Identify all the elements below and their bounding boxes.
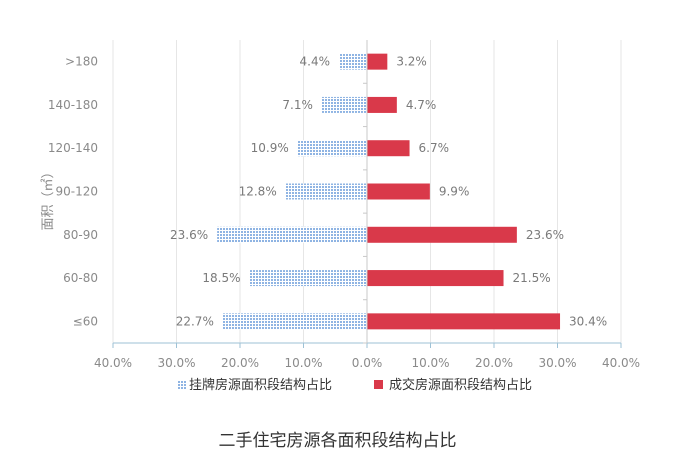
listing-bar — [217, 226, 367, 243]
axis-layer: 40.0% 30.0% 20.0% 10.0% 0.0% 10.0% 20.0% 30.0% 4… — [48, 40, 640, 370]
listing-bar — [222, 313, 367, 330]
chart-caption: 二手住宅房源各面积段结构占比 — [218, 431, 457, 451]
sold-bar — [367, 96, 397, 113]
sold-data-label: 23.6% — [526, 228, 564, 242]
sold-data-label: 6.7% — [419, 141, 450, 155]
listing-data-label: 22.7% — [176, 314, 214, 328]
bar-layer — [217, 53, 561, 330]
x-tick-label: 30.0% — [538, 356, 576, 370]
y-tick-label: 60-80 — [63, 271, 98, 285]
sold-bar — [367, 226, 517, 243]
listing-data-label: 10.9% — [251, 141, 289, 155]
listing-data-label: 7.1% — [282, 98, 313, 112]
x-tick-label: 0.0% — [352, 356, 383, 370]
listing-bar — [321, 96, 367, 113]
x-tick-label: 10.0% — [284, 356, 322, 370]
sold-bar — [367, 313, 561, 330]
y-tick-label: ≤60 — [73, 314, 98, 328]
x-tick-label: 10.0% — [411, 356, 449, 370]
sold-bar — [367, 183, 430, 200]
x-tick-label: 20.0% — [475, 356, 513, 370]
legend-label-sold: 成交房源面积段结构占比 — [389, 377, 532, 393]
x-tick-label: 20.0% — [221, 356, 259, 370]
sold-data-label: 21.5% — [513, 271, 551, 285]
listing-bar — [285, 183, 367, 200]
legend-layer: 挂牌房源面积段结构占比 成交房源面积段结构占比 — [178, 377, 532, 393]
sold-data-label: 4.7% — [406, 98, 437, 112]
sold-data-label: 30.4% — [569, 314, 607, 328]
listing-data-label: 18.5% — [202, 271, 240, 285]
sold-bar — [367, 270, 504, 287]
listing-data-label: 12.8% — [239, 185, 277, 199]
listing-data-label: 23.6% — [170, 228, 208, 242]
legend-swatch-listing — [178, 380, 187, 389]
sold-bar — [367, 53, 388, 70]
x-tick-label: 40.0% — [602, 356, 640, 370]
y-tick-label: 80-90 — [63, 228, 98, 242]
x-tick-label: 40.0% — [94, 356, 132, 370]
legend-swatch-sold — [374, 380, 383, 389]
sold-data-label: 3.2% — [396, 55, 427, 69]
y-tick-label: >180 — [65, 55, 98, 69]
listing-bar — [339, 53, 367, 70]
sold-bar — [367, 140, 410, 157]
y-tick-label: 140-180 — [48, 98, 98, 112]
chart-svg: 22.7% 30.4% 18.5% 21.5% 23.6% 23.6% 12.8% 9.9% 1… — [41, 40, 640, 393]
x-tick-label: 30.0% — [157, 356, 195, 370]
y-axis-title: 面积（㎡） — [41, 165, 56, 230]
listing-bar — [249, 270, 367, 287]
sold-data-label: 9.9% — [439, 185, 470, 199]
y-tick-label: 90-120 — [55, 185, 98, 199]
listing-data-label: 4.4% — [300, 55, 331, 69]
listing-bar — [297, 140, 367, 157]
y-tick-label: 120-140 — [48, 141, 98, 155]
legend-label-listing: 挂牌房源面积段结构占比 — [189, 377, 332, 393]
chart-panel: 22.7% 30.4% 18.5% 21.5% 23.6% 23.6% 12.8% 9.9% 1… — [34, 12, 659, 410]
label-layer: 22.7% 30.4% 18.5% 21.5% 23.6% 23.6% 12.8% 9.9% 1… — [170, 55, 607, 329]
